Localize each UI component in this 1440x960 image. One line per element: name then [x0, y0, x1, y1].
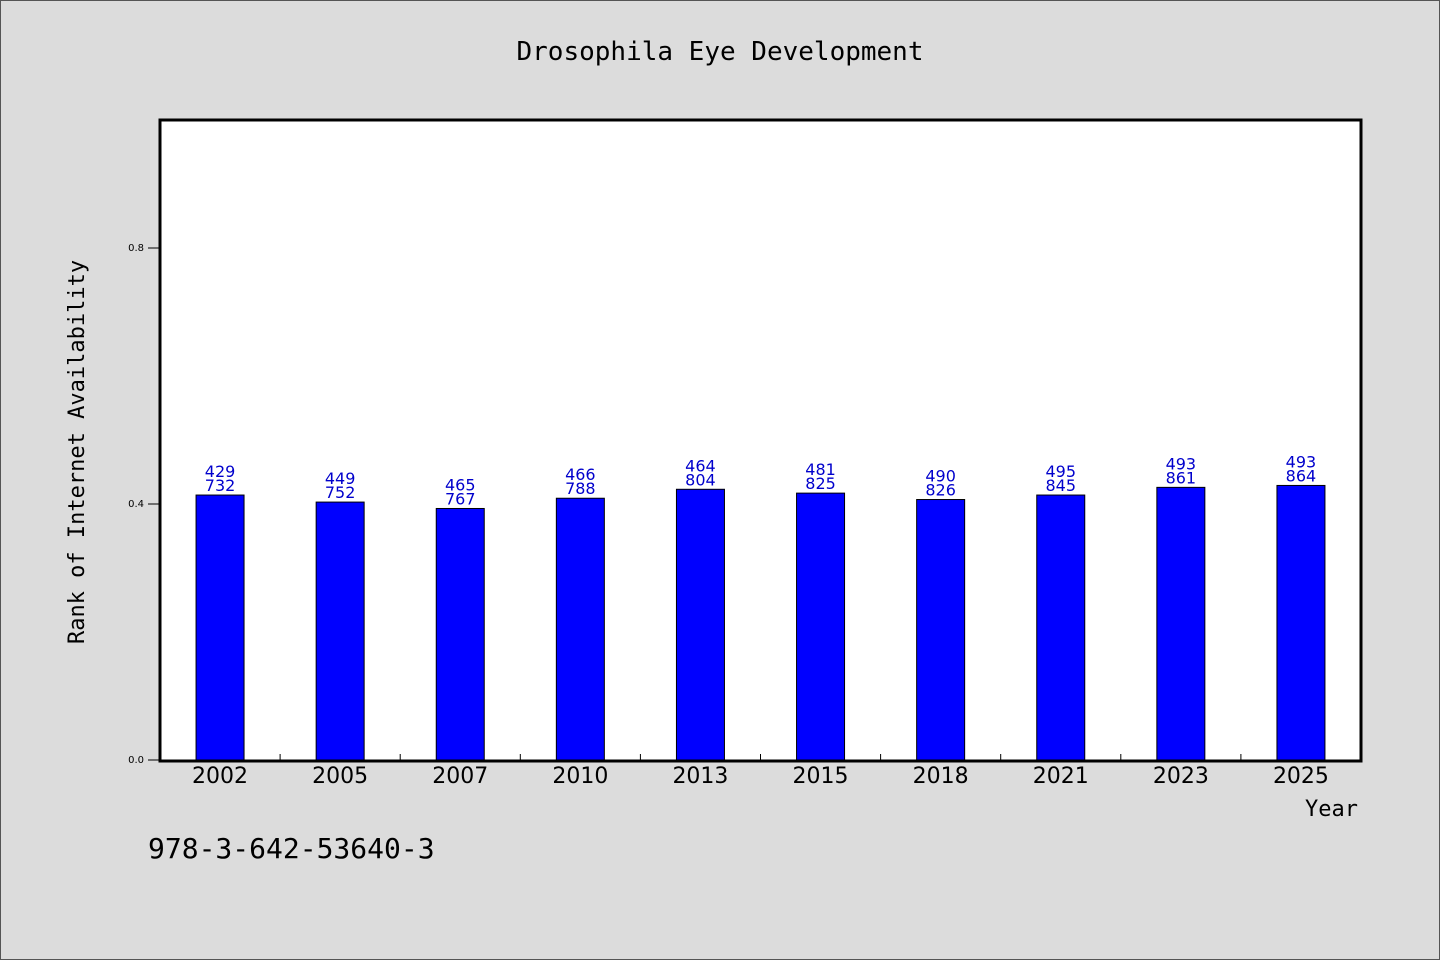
bar-label-bottom: 788	[565, 479, 596, 498]
bar-2015	[796, 492, 846, 761]
bar-2005	[315, 501, 365, 761]
bar-label-bottom: 825	[805, 474, 836, 493]
bar-label-top: 429	[205, 462, 236, 481]
bar-2023	[1156, 486, 1206, 761]
bar-2025	[1276, 484, 1326, 761]
x-tick-label: 2013	[672, 764, 728, 789]
y-axis-label: Rank of Internet Availability	[65, 260, 90, 644]
bar-2002	[195, 494, 245, 761]
bar-label-bottom: 752	[325, 483, 356, 502]
y-tick-label: 0.8	[128, 243, 144, 254]
y-tick-label: 0.0	[128, 755, 144, 766]
bar-2018	[916, 499, 966, 761]
bar-label-bottom: 826	[925, 481, 956, 500]
x-axis-ticks: 2002 2005 2007 2010 2013 2015 2018 2021 2023 2025	[192, 754, 1329, 789]
bar-label-top: 495	[1045, 462, 1076, 481]
x-tick-label: 2005	[312, 764, 368, 789]
bar-label-bottom: 864	[1286, 466, 1317, 485]
bar-label-top: 490	[925, 467, 956, 486]
x-axis-label: Year	[1305, 797, 1358, 822]
y-axis-ticks: 0.0 0.4 0.8	[128, 243, 160, 766]
x-tick-label: 2010	[552, 764, 608, 789]
bar-label-top: 493	[1166, 454, 1197, 473]
y-tick-label: 0.4	[128, 499, 144, 510]
bar-label-bottom: 861	[1166, 468, 1197, 487]
x-tick-label: 2023	[1153, 764, 1209, 789]
bar-label-top: 493	[1286, 452, 1317, 471]
bar-label-bottom: 804	[685, 470, 716, 489]
x-tick-label: 2025	[1273, 764, 1329, 789]
x-tick-label: 2018	[913, 764, 969, 789]
x-tick-label: 2021	[1033, 764, 1089, 789]
bar-label-top: 481	[805, 460, 836, 479]
bar-label-top: 466	[565, 465, 596, 484]
chart-title: Drosophila Eye Development	[517, 37, 924, 67]
bar-label-bottom: 845	[1045, 476, 1076, 495]
x-tick-label: 2007	[432, 764, 488, 789]
bar-label-bottom: 732	[205, 476, 236, 495]
bar-label-top: 464	[685, 456, 716, 475]
x-tick-label: 2015	[793, 764, 849, 789]
bar-label-top: 465	[445, 475, 476, 494]
bar-2013	[675, 488, 725, 761]
isbn-footnote: 978-3-642-53640-3	[148, 832, 435, 865]
bar-label-top: 449	[325, 469, 356, 488]
bar-2010	[555, 497, 605, 761]
bar-series	[195, 484, 1326, 761]
bar-label-bottom: 767	[445, 489, 476, 508]
bar-2021	[1036, 494, 1086, 761]
x-tick-label: 2002	[192, 764, 248, 789]
bar-2007	[435, 507, 485, 761]
